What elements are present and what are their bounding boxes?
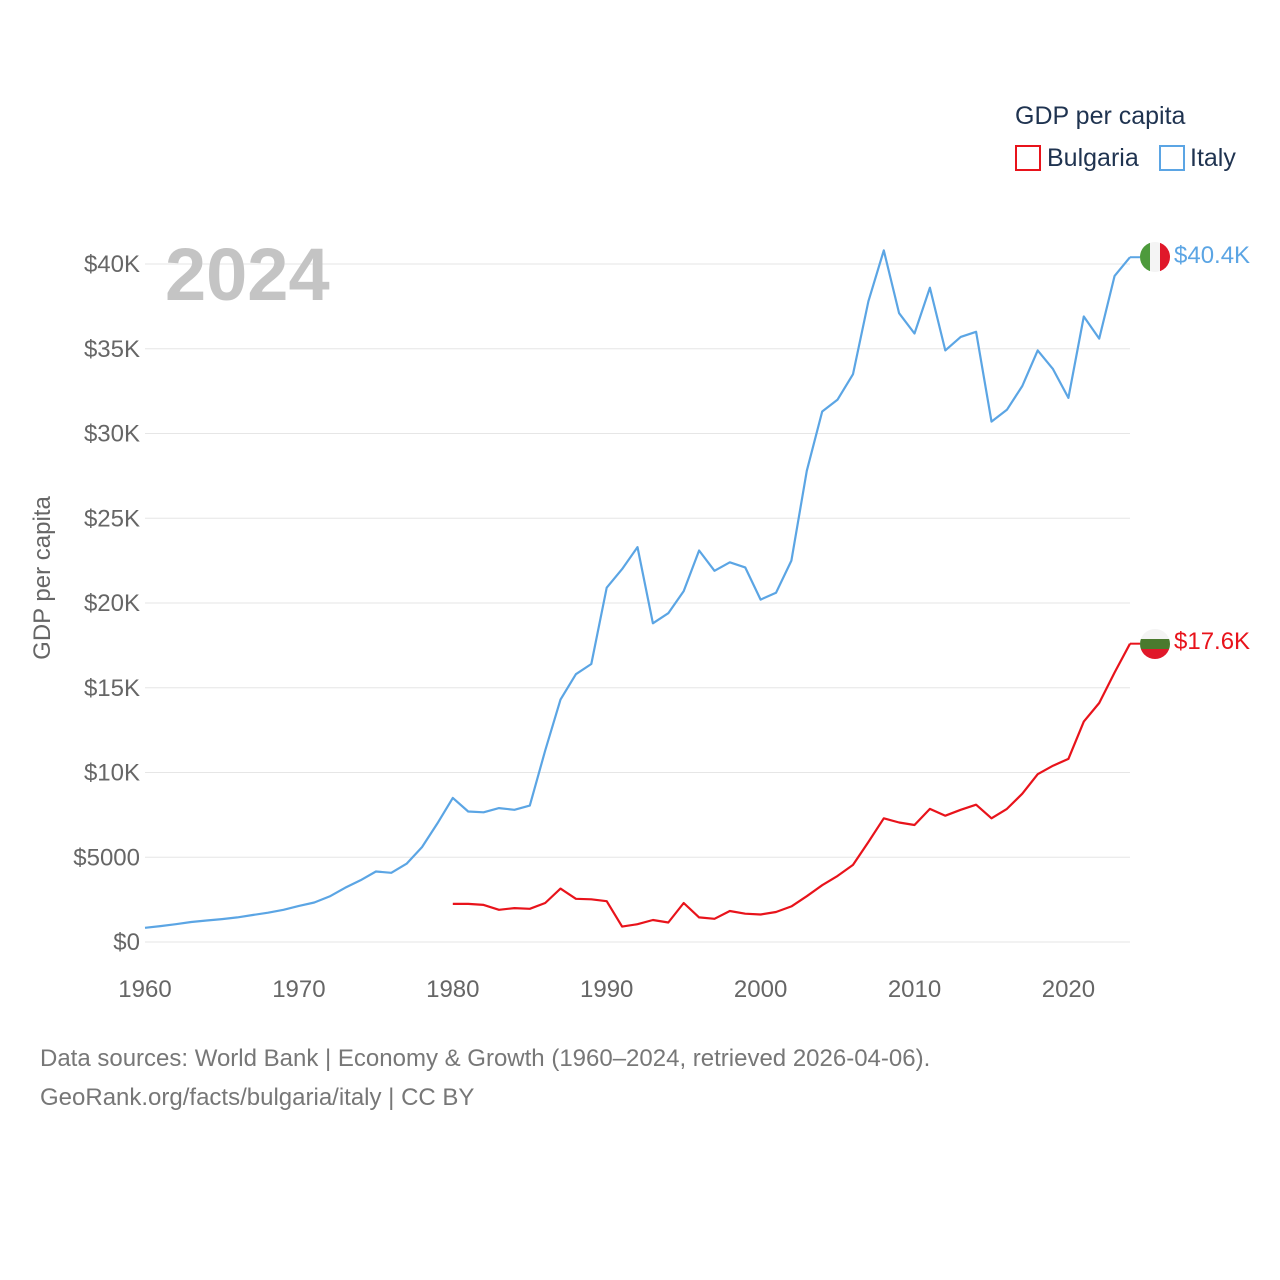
bulgaria-end-label: $17.6K <box>1174 628 1250 655</box>
y-tick-label: $10K <box>84 760 140 787</box>
x-tick-label: 1980 <box>426 976 479 1003</box>
x-tick-label: 2010 <box>888 976 941 1003</box>
series-lines <box>144 249 1140 929</box>
bulgaria-flag-icon <box>1140 629 1170 659</box>
y-tick-labels: $0 $5000 $10K $15K $20K $25K $30K $35K $40K <box>73 251 140 956</box>
y-tick-label: $30K <box>84 421 140 448</box>
y-tick-label: $15K <box>84 675 140 702</box>
y-tick-label: $35K <box>84 336 140 363</box>
x-tick-label: 1970 <box>272 976 325 1003</box>
y-axis-label: GDP per capita <box>29 496 56 660</box>
x-tick-label: 2020 <box>1042 976 1095 1003</box>
series-line-italy <box>144 249 1131 929</box>
y-tick-label: $40K <box>84 251 140 278</box>
gridlines <box>145 263 1130 943</box>
x-tick-label: 1960 <box>118 976 171 1003</box>
series-line-bulgaria <box>452 643 1131 928</box>
y-tick-label: $20K <box>84 590 140 617</box>
italy-flag-icon <box>1140 242 1170 272</box>
footer-source: Data sources: World Bank | Economy & Gro… <box>40 1045 931 1072</box>
legend-label-italy: Italy <box>1190 144 1236 172</box>
x-tick-label: 2000 <box>734 976 787 1003</box>
legend-swatch-italy <box>1159 145 1185 171</box>
x-tick-labels: 1960 1970 1980 1990 2000 2010 2020 <box>118 976 1095 1003</box>
legend-swatch-bulgaria <box>1015 145 1041 171</box>
footer-link[interactable]: GeoRank.org/facts/bulgaria/italy | CC BY <box>40 1084 475 1111</box>
legend-title: GDP per capita <box>1015 102 1186 130</box>
italy-end-label: $40.4K <box>1174 242 1250 269</box>
x-tick-label: 1990 <box>580 976 633 1003</box>
y-tick-label: $25K <box>84 505 140 532</box>
y-tick-label: $0 <box>113 929 140 956</box>
legend-label-bulgaria: Bulgaria <box>1047 144 1139 172</box>
y-tick-label: $5000 <box>73 844 140 871</box>
year-watermark: 2024 <box>165 233 330 316</box>
